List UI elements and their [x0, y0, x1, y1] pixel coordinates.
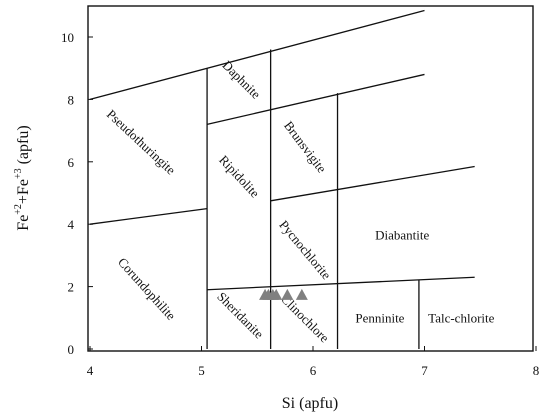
field-label-corundophilite: Corundophilite	[115, 254, 179, 323]
boundary-line-5	[207, 276, 475, 291]
y-tick-label-0: 0	[68, 342, 75, 357]
y-tick-label-2: 2	[68, 280, 75, 295]
field-label-talc-chlorite: Talc-chlorite	[428, 310, 494, 325]
boundary-line-3	[89, 207, 208, 225]
boundary-line-2	[206, 73, 425, 125]
x-tick-label-7: 7	[421, 363, 428, 378]
field-label-brunsvigite: Brunsvigite	[281, 118, 330, 176]
y-tick-label-8: 8	[68, 92, 75, 107]
field-label-diabantite: Diabantite	[375, 228, 429, 243]
triangle-marker-4	[270, 288, 283, 300]
field-label-daphnite: Daphnite	[219, 57, 263, 101]
field-label-pycnochlorite: Pycnochlorite	[276, 217, 334, 282]
y-tick-label-6: 6	[68, 155, 75, 170]
triangle-marker-6	[295, 288, 308, 300]
y-axis-ticks: 0 2 4 6 8 10	[61, 30, 93, 357]
plot-frame	[87, 5, 534, 352]
x-tick-label-8: 8	[533, 363, 540, 378]
y-title-sup1: +2	[13, 204, 24, 215]
y-tick-label-4: 4	[68, 217, 75, 232]
data-points	[259, 288, 308, 300]
field-label-penninite: Penninite	[355, 310, 404, 325]
x-axis-ticks: 4 5 6 7 8	[87, 346, 540, 378]
field-label-sheridanite: Sheridanite	[214, 289, 267, 342]
field-labels: Daphnite Brunsvigite Pseudothuringite Ripid…	[104, 57, 495, 345]
y-title-sup2: +3	[13, 168, 24, 179]
triangle-marker-5	[281, 288, 294, 300]
boundary-line-1	[89, 9, 425, 101]
x-tick-label-6: 6	[310, 363, 317, 378]
x-tick-label-5: 5	[198, 363, 205, 378]
field-label-ripidolite: Ripidolite	[216, 152, 263, 200]
x-axis-title: Si (apfu)	[282, 395, 338, 412]
y-axis-title: Fe+2+Fe+3 (apfu)	[13, 125, 32, 230]
y-title-fe2: Fe	[15, 215, 32, 231]
y-tick-label-10: 10	[61, 30, 74, 45]
y-title-unit: (apfu)	[15, 125, 32, 168]
boundary-line-4	[270, 165, 475, 202]
y-title-fe3: +Fe	[15, 179, 32, 204]
field-label-pseudothuringite: Pseudothuringite	[104, 106, 179, 177]
field-boundaries	[89, 9, 475, 349]
x-tick-label-4: 4	[87, 363, 94, 378]
